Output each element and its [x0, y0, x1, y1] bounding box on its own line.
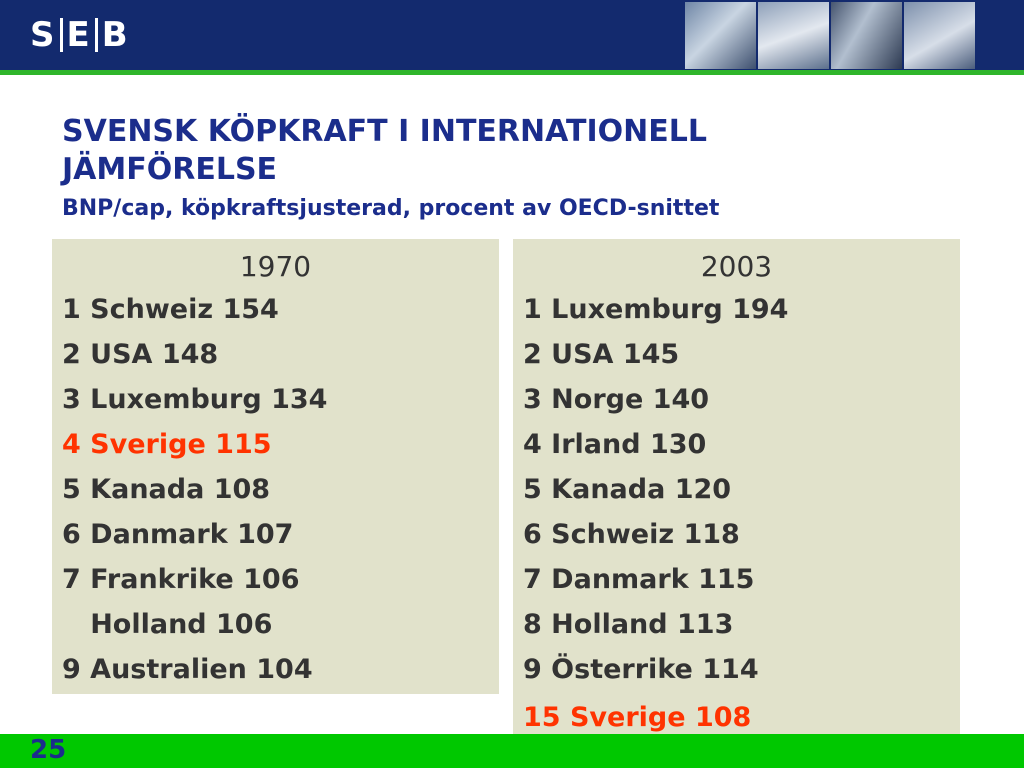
header-bar: S E B	[0, 0, 1024, 70]
table-1970-panel: 1970 1 Schweiz 154 2 USA 148 3 Luxemburg 1…	[52, 239, 499, 694]
header-photo	[831, 2, 902, 69]
logo-letter-e: E	[66, 15, 91, 55]
logo-letter-s: S	[30, 15, 56, 55]
page-number: 25	[30, 735, 67, 765]
table-row: Holland 106	[62, 609, 273, 640]
logo-separator	[94, 18, 98, 52]
table-row: 9 Österrike 114	[523, 654, 759, 685]
slide-title: SVENSK KÖPKRAFT I INTERNATIONELL JÄMFÖRE…	[62, 113, 962, 189]
table-row: 1 Luxemburg 194	[523, 294, 789, 325]
table-row-highlight: 15 Sverige 108	[523, 702, 752, 733]
table-row: 6 Danmark 107	[62, 519, 294, 550]
header-photo	[685, 2, 756, 69]
table-row: 4 Irland 130	[523, 429, 707, 460]
table-row: 7 Frankrike 106	[62, 564, 300, 595]
seb-logo: S E B	[30, 14, 129, 56]
table-row: 3 Norge 140	[523, 384, 710, 415]
footer-bar	[0, 734, 1024, 768]
table-row: 2 USA 145	[523, 339, 680, 370]
table-1970-list: 1 Schweiz 154 2 USA 148 3 Luxemburg 134 4 S…	[52, 287, 499, 692]
table-2003-year: 2003	[700, 250, 773, 283]
logo-separator	[59, 18, 63, 52]
table-2003-panel: 2003 1 Luxemburg 194 2 USA 145 3 Norge 140…	[513, 239, 960, 739]
table-row: 8 Holland 113	[523, 609, 734, 640]
slide-title-line-1: SVENSK KÖPKRAFT I INTERNATIONELL	[62, 114, 707, 149]
table-row: 9 Australien 104	[62, 654, 313, 685]
slide-subtitle: BNP/cap, köpkraftsjusterad, procent av O…	[62, 196, 720, 221]
table-row: 6 Schweiz 118	[523, 519, 740, 550]
table-row: 4 Sverige 115	[62, 429, 272, 460]
header-photo-strip	[685, 2, 975, 69]
table-row: 3 Luxemburg 134	[62, 384, 328, 415]
table-row: 2 USA 148	[62, 339, 219, 370]
logo-letter-b: B	[101, 15, 129, 55]
slide-title-line-2: JÄMFÖRELSE	[62, 152, 278, 187]
header-photo	[758, 2, 829, 69]
table-row: 5 Kanada 120	[523, 474, 732, 505]
table-row: 5 Kanada 108	[62, 474, 271, 505]
table-row: 1 Schweiz 154	[62, 294, 279, 325]
header-green-stripe	[0, 70, 1024, 75]
table-1970-year: 1970	[239, 250, 312, 283]
table-2003-list: 1 Luxemburg 194 2 USA 145 3 Norge 140 4 Irl…	[513, 287, 960, 740]
header-photo	[904, 2, 975, 69]
table-row: 7 Danmark 115	[523, 564, 755, 595]
